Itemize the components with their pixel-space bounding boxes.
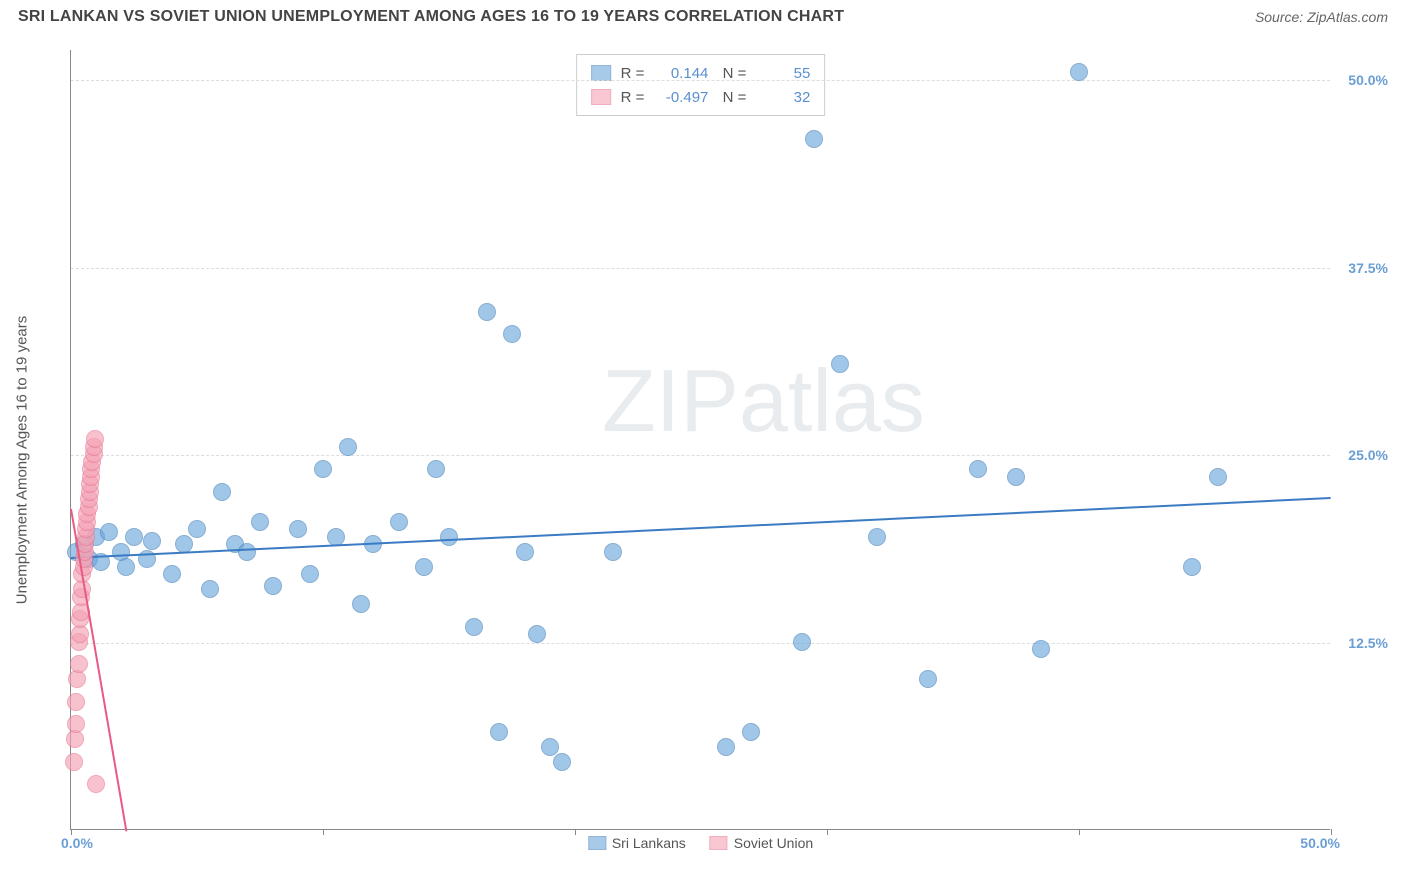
- legend-item: Soviet Union: [710, 835, 813, 851]
- data-point: [314, 460, 332, 478]
- legend-r-value: 0.144: [654, 65, 708, 82]
- gridline: [71, 268, 1330, 269]
- data-point: [201, 580, 219, 598]
- data-point: [604, 543, 622, 561]
- data-point: [415, 558, 433, 576]
- data-point: [1070, 63, 1088, 81]
- data-point: [339, 438, 357, 456]
- data-point: [87, 775, 105, 793]
- gridline: [71, 455, 1330, 456]
- data-point: [352, 595, 370, 613]
- legend-row: R = -0.497 N = 32: [591, 85, 811, 109]
- data-point: [831, 355, 849, 373]
- data-point: [251, 513, 269, 531]
- data-point: [465, 618, 483, 636]
- y-axis-title: Unemployment Among Ages 16 to 19 years: [14, 316, 31, 605]
- data-point: [490, 723, 508, 741]
- legend-item: Sri Lankans: [588, 835, 686, 851]
- x-tick: [1079, 829, 1080, 835]
- data-point: [1032, 640, 1050, 658]
- legend-r-label: R =: [621, 65, 645, 82]
- plot-area: ZIPatlas R =0.144 N =55R =-0.497 N =32 S…: [70, 50, 1330, 830]
- data-point: [213, 483, 231, 501]
- data-point: [125, 528, 143, 546]
- legend-swatch: [591, 65, 611, 81]
- data-point: [1209, 468, 1227, 486]
- data-point: [264, 577, 282, 595]
- data-point: [868, 528, 886, 546]
- watermark: ZIPatlas: [602, 350, 925, 452]
- x-tick: [323, 829, 324, 835]
- data-point: [65, 753, 83, 771]
- source-label: Source: ZipAtlas.com: [1255, 9, 1388, 25]
- data-point: [86, 430, 104, 448]
- legend-series-name: Sri Lankans: [612, 835, 686, 851]
- x-tick: [827, 829, 828, 835]
- legend-swatch: [710, 836, 728, 850]
- data-point: [67, 693, 85, 711]
- legend-n-label: N =: [718, 65, 746, 82]
- data-point: [969, 460, 987, 478]
- legend-series-name: Soviet Union: [734, 835, 813, 851]
- y-tick-label: 12.5%: [1348, 635, 1388, 651]
- data-point: [742, 723, 760, 741]
- x-axis-max: 50.0%: [1300, 835, 1340, 851]
- gridline: [71, 643, 1330, 644]
- legend-swatch: [591, 89, 611, 105]
- y-tick-label: 25.0%: [1348, 447, 1388, 463]
- legend-r-label: R =: [621, 89, 645, 106]
- data-point: [143, 532, 161, 550]
- data-point: [528, 625, 546, 643]
- x-tick: [71, 829, 72, 835]
- data-point: [919, 670, 937, 688]
- data-point: [553, 753, 571, 771]
- gridline: [71, 80, 1330, 81]
- chart-title: SRI LANKAN VS SOVIET UNION UNEMPLOYMENT …: [18, 8, 844, 26]
- legend-correlation: R = 0.144 N = 55 R = -0.497 N = 32: [576, 54, 826, 116]
- data-point: [163, 565, 181, 583]
- data-point: [427, 460, 445, 478]
- legend-n-value: 32: [756, 89, 810, 106]
- x-tick: [1331, 829, 1332, 835]
- legend-n-label: N =: [718, 89, 746, 106]
- data-point: [440, 528, 458, 546]
- data-point: [327, 528, 345, 546]
- data-point: [301, 565, 319, 583]
- data-point: [1007, 468, 1025, 486]
- legend-n-value: 55: [756, 65, 810, 82]
- watermark-bold: ZIP: [602, 351, 739, 450]
- data-point: [67, 715, 85, 733]
- data-point: [70, 655, 88, 673]
- y-tick-label: 37.5%: [1348, 260, 1388, 276]
- data-point: [188, 520, 206, 538]
- legend-r-value: -0.497: [654, 89, 708, 106]
- data-point: [238, 543, 256, 561]
- data-point: [516, 543, 534, 561]
- x-axis-min: 0.0%: [61, 835, 93, 851]
- legend-swatch: [588, 836, 606, 850]
- y-tick-label: 50.0%: [1348, 72, 1388, 88]
- legend-row: R = 0.144 N = 55: [591, 61, 811, 85]
- x-tick: [575, 829, 576, 835]
- data-point: [793, 633, 811, 651]
- data-point: [100, 523, 118, 541]
- data-point: [390, 513, 408, 531]
- data-point: [503, 325, 521, 343]
- data-point: [289, 520, 307, 538]
- data-point: [541, 738, 559, 756]
- data-point: [717, 738, 735, 756]
- data-point: [478, 303, 496, 321]
- data-point: [1183, 558, 1201, 576]
- data-point: [117, 558, 135, 576]
- legend-series: Sri Lankans Soviet Union: [588, 835, 813, 851]
- chart-container: Unemployment Among Ages 16 to 19 years Z…: [50, 50, 1390, 870]
- data-point: [805, 130, 823, 148]
